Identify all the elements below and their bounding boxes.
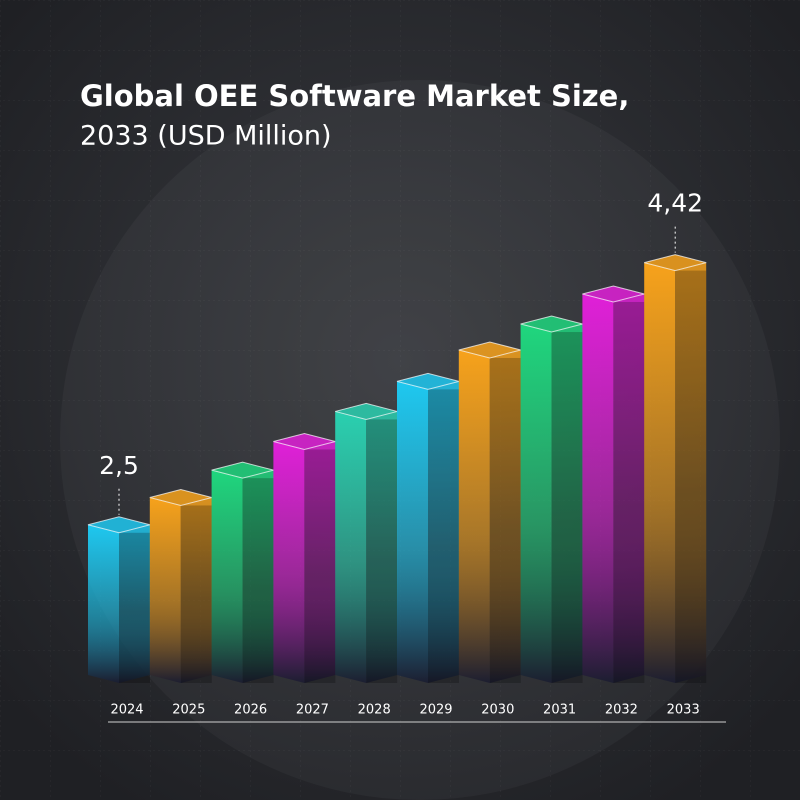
bar-left-face: [211, 470, 243, 683]
chart-subtitle: 2033 (USD Million): [80, 121, 332, 152]
x-tick-label: 2031: [543, 703, 576, 718]
bar-right-face: [242, 470, 274, 683]
bar-right-face: [428, 381, 459, 683]
bar-right-face: [366, 411, 398, 683]
bar-right-face: [675, 262, 707, 683]
bar-right-face: [180, 497, 212, 683]
chart-title: Global OEE Software Market Size,: [80, 79, 629, 113]
bar-left-face: [582, 293, 614, 683]
bar-left-face: [273, 441, 305, 683]
bar-left-face: [335, 411, 367, 683]
bar-right-face: [613, 293, 645, 683]
x-tick-label: 2025: [172, 703, 205, 718]
x-tick-label: 2028: [358, 703, 391, 718]
bar-top: [644, 254, 707, 272]
bar-left-face: [644, 262, 676, 683]
x-tick-label: 2024: [110, 703, 143, 718]
data-label: 4,42: [647, 189, 703, 218]
bar-left-face: [149, 497, 181, 683]
x-tick-label: 2027: [296, 703, 329, 718]
bar-left-face: [458, 349, 490, 683]
x-tick-label: 2032: [605, 703, 638, 718]
x-tick-label: 2026: [234, 703, 267, 718]
bar-right-face: [304, 441, 336, 683]
bar-right-face: [551, 324, 583, 683]
data-label: 2,5: [99, 451, 139, 480]
x-tick-label: 2029: [419, 703, 452, 718]
bar-right-face: [119, 524, 150, 683]
x-tick-label: 2033: [667, 703, 700, 718]
bar-left-face: [520, 324, 552, 683]
bar-left-face: [397, 381, 428, 683]
bar-left-face: [88, 524, 119, 683]
bar-right-face: [489, 349, 521, 683]
x-tick-label: 2030: [481, 703, 514, 718]
